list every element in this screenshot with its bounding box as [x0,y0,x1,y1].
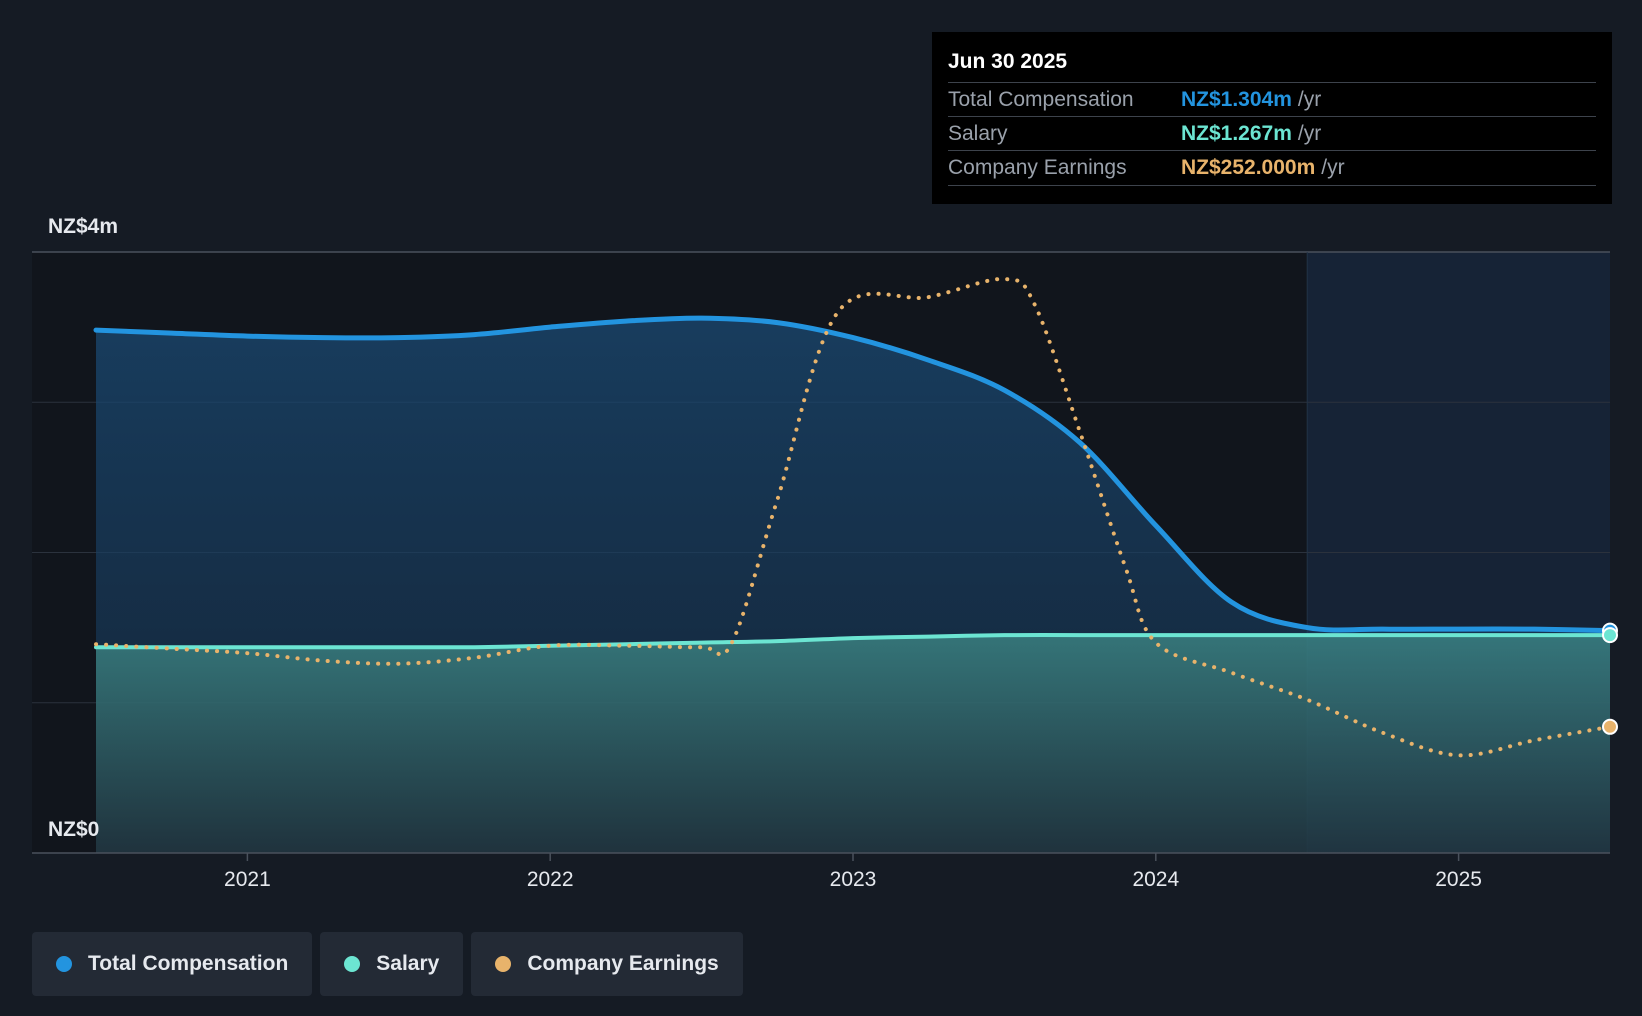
x-tick-label: 2022 [527,868,574,891]
x-tick-label: 2025 [1435,868,1482,891]
x-tick-label: 2024 [1132,868,1179,891]
legend-label: Salary [376,952,440,975]
x-axis: 2021 2022 2023 2024 2025 [224,853,1482,891]
y-axis-min-label: NZ$0 [48,818,99,841]
tooltip-date: Jun 30 2025 [948,50,1068,73]
tooltip-value: NZ$1.267m/yr [1181,122,1322,145]
tooltip-label: Salary [948,122,1008,145]
legend-dot-icon [344,956,361,972]
legend-item-total-compensation[interactable]: Total Compensation [32,932,313,996]
tooltip-label: Company Earnings [948,156,1127,179]
legend-item-company-earnings[interactable]: Company Earnings [471,932,743,996]
legend-item-salary[interactable]: Salary [320,932,464,996]
x-tick-label: 2023 [830,868,877,891]
salary-area [96,635,1610,853]
tooltip-row-total-compensation: Total Compensation NZ$1.304m/yr [948,82,1596,117]
tooltip-value: NZ$1.304m/yr [1181,88,1322,111]
tooltip-value: NZ$252.000m/yr [1181,156,1345,179]
tooltip-label: Total Compensation [948,88,1134,111]
x-tick-label: 2021 [224,868,271,891]
end-markers [1602,622,1618,735]
tooltip-row-salary: Salary NZ$1.267m/yr [948,116,1596,151]
total-compensation-line [93,315,1613,634]
tooltip: Jun 30 2025 Total Compensation NZ$1.304m… [932,32,1612,204]
legend-label: Company Earnings [527,952,719,975]
y-axis-max-label: NZ$4m [48,215,118,238]
legend: Total Compensation Salary Company Earnin… [32,932,743,996]
company-earnings-end-marker [1602,718,1618,735]
tooltip-row-company-earnings: Company Earnings NZ$252.000m/yr [948,150,1596,186]
y-axis: NZ$4m NZ$0 [48,215,118,841]
legend-dot-icon [495,956,512,972]
salary-line [94,633,1612,650]
legend-dot-icon [56,956,72,972]
legend-label: Total Compensation [88,952,289,975]
salary-end-marker [1602,627,1618,644]
